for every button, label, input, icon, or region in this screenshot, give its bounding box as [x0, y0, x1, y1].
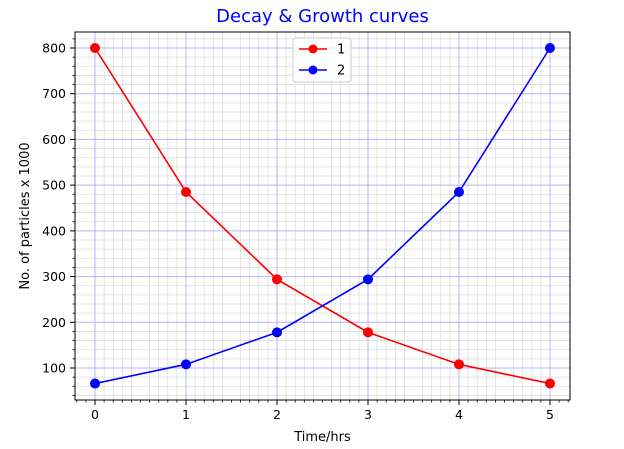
series-2-point [181, 359, 192, 370]
legend-marker-2 [308, 65, 318, 75]
y-tick-label: 600 [42, 132, 66, 147]
x-tick-label: 1 [182, 407, 190, 422]
series-2-point [453, 187, 464, 197]
series-1-point [90, 43, 101, 53]
legend: 12 [292, 37, 352, 83]
legend-label-1: 1 [337, 43, 345, 58]
series-2-line [94, 47, 551, 385]
series-1-point [272, 274, 283, 285]
series-1-point [544, 378, 555, 389]
x-tick-label: 4 [455, 407, 463, 422]
y-tick-label: 100 [42, 361, 66, 376]
y-tick-label: 200 [42, 315, 66, 330]
series-2-point [90, 378, 101, 389]
y-tick-label: 500 [42, 178, 66, 193]
y-axis-label: No. of particles x 1000 [18, 142, 33, 289]
x-tick-label: 3 [364, 407, 372, 422]
x-tick-label: 0 [91, 407, 99, 422]
y-tick-label: 700 [42, 86, 66, 101]
y-tick-label: 400 [42, 223, 66, 238]
series-2-point [544, 43, 555, 53]
chart-title: Decay & Growth curves [216, 6, 429, 27]
legend-label-2: 2 [337, 64, 345, 79]
series-1-point [181, 187, 192, 197]
x-tick-label: 5 [546, 407, 554, 422]
y-tick-label: 300 [42, 269, 66, 284]
x-tick-label: 2 [273, 407, 281, 422]
series-2-point [362, 274, 373, 285]
series-1-point [362, 327, 373, 338]
series-2-point [272, 327, 283, 338]
major-grid [75, 32, 570, 400]
legend-marker-1 [308, 44, 318, 54]
x-axis-label: Time/hrs [293, 430, 351, 445]
series-layer [90, 43, 555, 389]
y-tick-label: 800 [42, 41, 66, 56]
series-1-point [453, 359, 464, 370]
